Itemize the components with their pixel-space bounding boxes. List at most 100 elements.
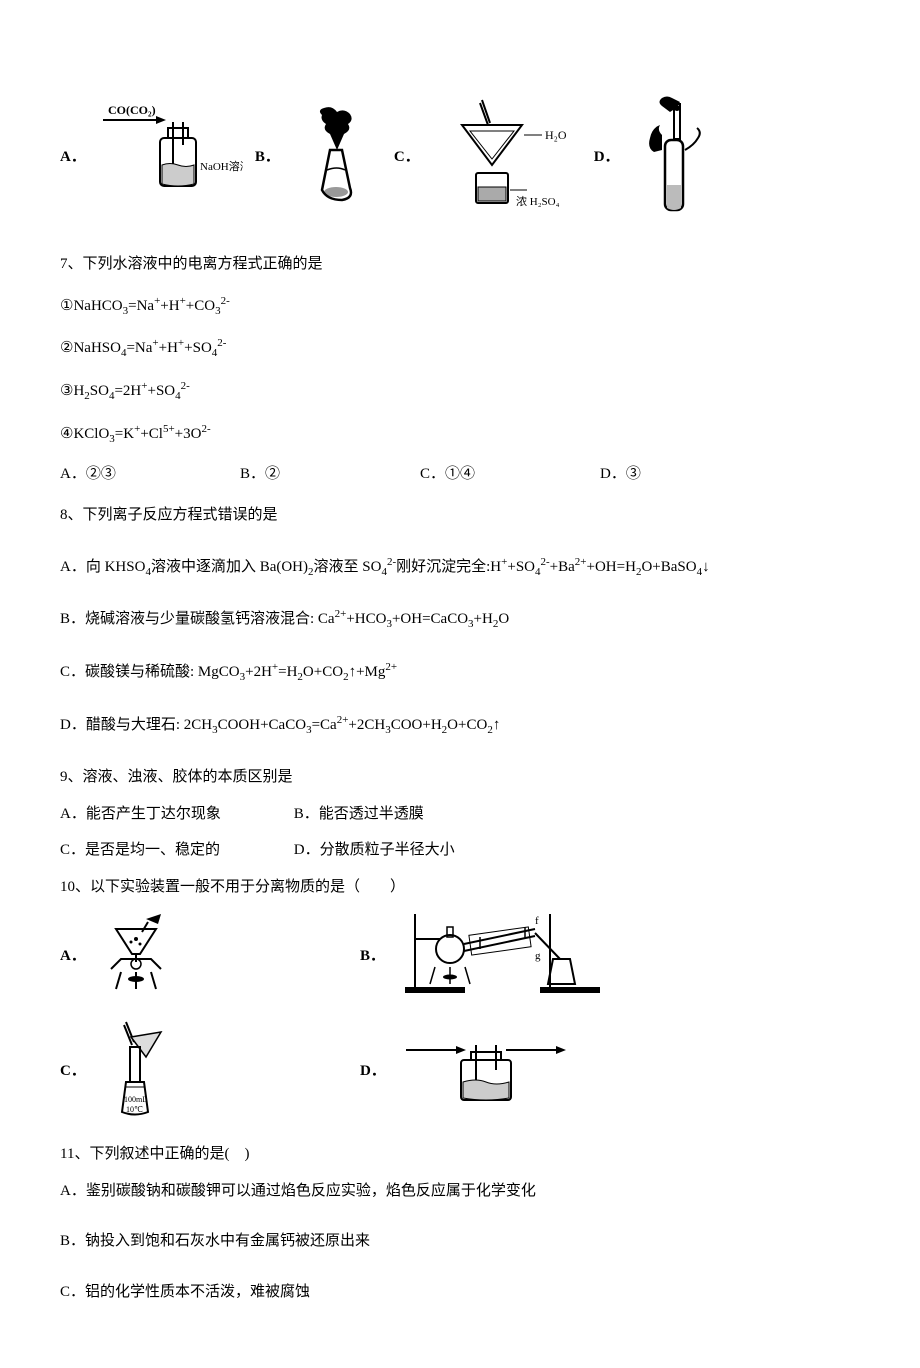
q7-opt-b: B．② bbox=[240, 462, 420, 483]
q8c-5: =H bbox=[278, 664, 297, 680]
q7-i1-pre: ①NaHCO bbox=[60, 298, 123, 314]
q8a-12: 2- bbox=[541, 556, 550, 568]
q6-opt-a-label: A． bbox=[60, 145, 86, 166]
q8-opt-c: C．碳酸镁与稀硫酸: MgCO3+2H+=H2O+CO2↑+Mg2+ bbox=[60, 657, 860, 688]
q7-i1-m2: +H bbox=[160, 298, 179, 314]
q10-opt-a-label: A． bbox=[60, 944, 86, 965]
q7-i3-m1: SO bbox=[90, 383, 109, 399]
q10c-temp: 10℃ bbox=[126, 1105, 143, 1114]
q8d-5: =Ca bbox=[312, 717, 337, 733]
q10c-vol: 100mL bbox=[124, 1095, 147, 1104]
q8a-13: +Ba bbox=[550, 559, 575, 575]
q8c-1: C．碳酸镁与稀硫酸: MgCO bbox=[60, 664, 240, 680]
q9-row1: A．能否产生丁达尔现象 B．能否透过半透膜 bbox=[60, 800, 860, 829]
naoh-label: NaOH溶液 bbox=[200, 159, 243, 173]
h2so4-label: 浓 H₂SO₄ bbox=[516, 195, 560, 208]
q8b-3: +HCO bbox=[346, 611, 386, 627]
q8c-7: O+CO bbox=[303, 664, 343, 680]
q6-opt-d-label: D． bbox=[594, 145, 620, 166]
q8d-6: 2+ bbox=[337, 714, 349, 726]
q8b-9: O bbox=[498, 611, 509, 627]
q8d-3: COOH+CaCO bbox=[218, 717, 306, 733]
h2o-label: H₂O bbox=[545, 128, 567, 142]
q10-figure-a bbox=[96, 914, 176, 994]
q8-opt-b: B．烧碱溶液与少量碳酸氢钙溶液混合: Ca2++HCO3+OH=CaCO3+H2… bbox=[60, 604, 860, 635]
q10b-f: f bbox=[535, 915, 539, 927]
q8a-5: 溶液至 SO bbox=[314, 559, 382, 575]
q10-figure-d bbox=[396, 1030, 576, 1110]
q8d-1: D．醋酸与大理石: 2CH bbox=[60, 717, 212, 733]
q7-i2-p3: 2- bbox=[217, 337, 226, 349]
q10-stem: 10、以下实验装置一般不用于分离物质的是（ ） bbox=[60, 873, 860, 902]
q7-i4-p3: 2- bbox=[201, 423, 210, 435]
q11-opt-b: B．钠投入到饱和石灰水中有金属钙被还原出来 bbox=[60, 1227, 860, 1256]
q8-opt-d: D．醋酸与大理石: 2CH3COOH+CaCO3=Ca2++2CH3COO+H2… bbox=[60, 710, 860, 741]
q8d-11: O+CO bbox=[447, 717, 487, 733]
q6-opt-b-label: B． bbox=[255, 145, 280, 166]
q8a-7: 2- bbox=[387, 556, 396, 568]
q8d-7: +2CH bbox=[348, 717, 385, 733]
q8a-15: +OH=H bbox=[587, 559, 636, 575]
q8a-10: +SO bbox=[507, 559, 535, 575]
q8-stem: 8、下列离子反应方程式错误的是 bbox=[60, 501, 860, 530]
q7-opt-d: D．③ bbox=[600, 462, 641, 483]
q7-i3-pre: ③H bbox=[60, 383, 84, 399]
q10-opt-d-label: D． bbox=[360, 1059, 386, 1080]
q6-figure-c: H₂O 浓 H₂SO₄ bbox=[432, 95, 582, 215]
co-label: CO(CO₂) bbox=[108, 103, 156, 117]
q8a-3: 溶液中逐滴加入 Ba(OH) bbox=[151, 559, 308, 575]
q7-opt-a: A．②③ bbox=[60, 462, 240, 483]
q8d-9: COO+H bbox=[391, 717, 442, 733]
q7-item4: ④KClO3=K++Cl5++3O2- bbox=[60, 419, 860, 450]
q7-item1: ①NaHCO3=Na++H++CO32- bbox=[60, 291, 860, 322]
q7-i4-m1: =K bbox=[115, 426, 134, 442]
q8a-17: O+BaSO bbox=[641, 559, 696, 575]
q7-i1-m3: +CO bbox=[186, 298, 215, 314]
q8c-3: +2H bbox=[245, 664, 272, 680]
q8-opt-a: A．向 KHSO4溶液中逐滴加入 Ba(OH)2溶液至 SO42-刚好沉淀完全:… bbox=[60, 552, 860, 583]
q7-options: A．②③ B．② C．①④ D．③ bbox=[60, 462, 860, 483]
q8a-19: ↓ bbox=[702, 559, 710, 575]
q10-row-cd: C． 100mL 10℃ D． bbox=[60, 1017, 860, 1122]
q7-item3: ③H2SO4=2H++SO42- bbox=[60, 376, 860, 407]
q8a-1: A．向 KHSO bbox=[60, 559, 145, 575]
q6-figure-a: CO(CO₂) NaOH溶液 bbox=[98, 100, 243, 210]
q8a-14: 2+ bbox=[575, 556, 587, 568]
q7-i2-pre: ②NaHSO bbox=[60, 340, 121, 356]
q11-stem: 11、下列叙述中正确的是( ) bbox=[60, 1140, 860, 1169]
q9-opt-d: D．分散质粒子半径大小 bbox=[294, 842, 455, 858]
q8b-7: +H bbox=[474, 611, 493, 627]
q9-stem: 9、溶液、浊液、胶体的本质区别是 bbox=[60, 763, 860, 792]
q7-i4-m3: +3O bbox=[175, 426, 202, 442]
q10-figure-c: 100mL 10℃ bbox=[96, 1017, 176, 1122]
q9-opt-b: B．能否透过半透膜 bbox=[294, 806, 424, 822]
q9-row2: C．是否是均一、稳定的 D．分散质粒子半径大小 bbox=[60, 836, 860, 865]
q8b-5: +OH=CaCO bbox=[392, 611, 468, 627]
q7-i1-p3: 2- bbox=[221, 295, 230, 307]
q7-i4-pre: ④KClO bbox=[60, 426, 109, 442]
q7-i4-p2: 5+ bbox=[163, 423, 175, 435]
q10-opt-c-label: C． bbox=[60, 1059, 86, 1080]
q11-opt-a: A．鉴别碳酸钠和碳酸钾可以通过焰色反应实验，焰色反应属于化学变化 bbox=[60, 1177, 860, 1206]
q7-stem: 7、下列水溶液中的电离方程式正确的是 bbox=[60, 250, 860, 279]
q7-item2: ②NaHSO4=Na++H++SO42- bbox=[60, 333, 860, 364]
q7-i2-m1: =Na bbox=[126, 340, 152, 356]
q7-opt-c: C．①④ bbox=[420, 462, 600, 483]
q8d-13: ↑ bbox=[493, 717, 501, 733]
q7-i2-m2: +H bbox=[159, 340, 178, 356]
q6-figure-d bbox=[632, 90, 722, 220]
q7-i4-m2: +Cl bbox=[140, 426, 163, 442]
q7-i3-m2: =2H bbox=[114, 383, 141, 399]
q6-figure-b bbox=[292, 100, 382, 210]
q6-options-row: A． CO(CO₂) NaOH溶液 B． C． bbox=[60, 90, 860, 220]
q7-i2-m3: +SO bbox=[184, 340, 212, 356]
q7-i1-m1: =Na bbox=[128, 298, 154, 314]
q8c-10: 2+ bbox=[385, 661, 397, 673]
q10-figure-b: f g bbox=[395, 909, 615, 999]
q8b-2: 2+ bbox=[335, 608, 347, 620]
q7-i3-p2: 2- bbox=[181, 380, 190, 392]
q9-opt-c: C．是否是均一、稳定的 bbox=[60, 836, 290, 865]
q10-opt-b-label: B． bbox=[360, 944, 385, 965]
q8a-8: 刚好沉淀完全:H bbox=[396, 559, 501, 575]
q6-opt-c-label: C． bbox=[394, 145, 420, 166]
